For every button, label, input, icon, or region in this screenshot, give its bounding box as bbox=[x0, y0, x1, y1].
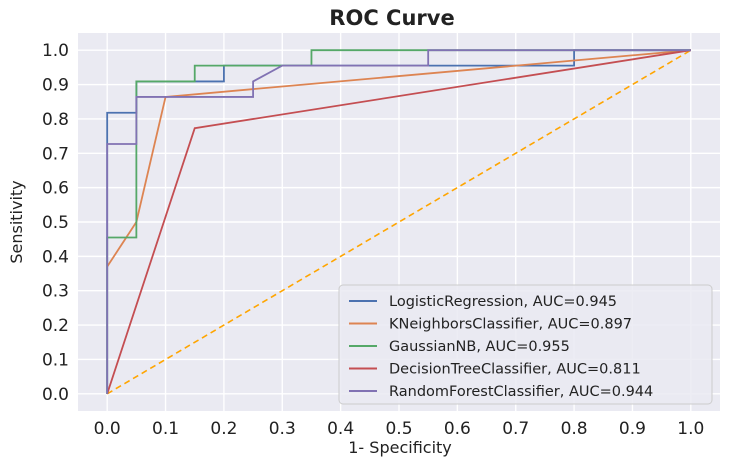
x-tick-label: 0.4 bbox=[327, 419, 354, 439]
legend-label-1: KNeighborsClassifier, AUC=0.897 bbox=[389, 317, 632, 333]
y-tick-label: 0.7 bbox=[42, 144, 69, 164]
legend-label-3: DecisionTreeClassifier, AUC=0.811 bbox=[389, 362, 641, 378]
y-tick-label: 0.0 bbox=[42, 385, 69, 405]
reference-line-group bbox=[106, 49, 692, 395]
x-tick-label: 0.9 bbox=[619, 419, 646, 439]
x-tick-label: 1.0 bbox=[677, 419, 704, 439]
legend-label-2: GaussianNB, AUC=0.955 bbox=[389, 339, 570, 355]
x-tick-label: 0.8 bbox=[561, 419, 588, 439]
x-tick-label: 0.0 bbox=[94, 419, 121, 439]
reference-diagonal-line bbox=[106, 49, 692, 395]
y-tick-label: 0.8 bbox=[42, 110, 69, 130]
x-tick-label: 0.2 bbox=[210, 419, 237, 439]
y-tick-label: 0.1 bbox=[42, 350, 69, 370]
x-tick-label: 0.6 bbox=[444, 419, 471, 439]
legend: LogisticRegression, AUC=0.945 KNeighborsC… bbox=[338, 284, 713, 405]
y-tick-labels: 0.0 0.1 0.2 0.3 0.4 0.5 0.6 0.7 0.8 0.9 1.0 bbox=[42, 41, 69, 405]
legend-box bbox=[338, 284, 713, 405]
y-axis-label: Sensitivity bbox=[7, 180, 26, 263]
roc-line-3 bbox=[106, 49, 691, 395]
x-axis-label: 1- Specificity bbox=[348, 438, 452, 457]
legend-label-0: LogisticRegression, AUC=0.945 bbox=[389, 294, 617, 310]
roc-line-0 bbox=[106, 49, 691, 394]
x-tick-label: 0.5 bbox=[385, 419, 412, 439]
y-tick-label: 0.6 bbox=[42, 179, 69, 199]
y-tick-label: 0.4 bbox=[42, 247, 69, 267]
x-tick-label: 0.7 bbox=[502, 419, 529, 439]
y-tick-label: 0.3 bbox=[42, 282, 69, 302]
roc-lines bbox=[106, 49, 691, 395]
x-tick-label: 0.3 bbox=[269, 419, 296, 439]
y-tick-label: 0.9 bbox=[42, 76, 69, 96]
legend-label-4: RandomForestClassifier, AUC=0.944 bbox=[389, 384, 653, 400]
x-tick-labels: 0.0 0.1 0.2 0.3 0.4 0.5 0.6 0.7 0.8 0.9 1.0 bbox=[94, 419, 705, 439]
y-tick-label: 0.5 bbox=[42, 213, 69, 233]
y-tick-label: 1.0 bbox=[42, 41, 69, 61]
chart-title: ROC Curve bbox=[329, 6, 454, 30]
roc-line-4 bbox=[106, 49, 691, 394]
roc-line-2 bbox=[106, 49, 691, 394]
x-tick-label: 0.1 bbox=[152, 419, 179, 439]
y-tick-label: 0.2 bbox=[42, 316, 69, 336]
